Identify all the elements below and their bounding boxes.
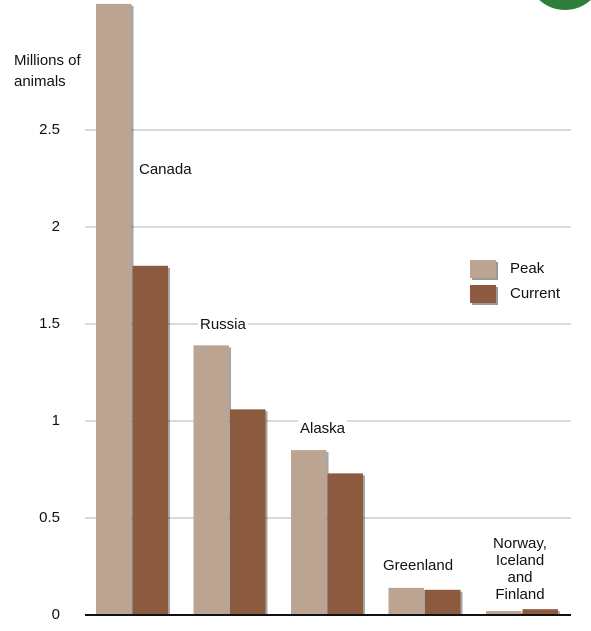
bar [96,3,132,615]
legend-label: Current [510,285,561,302]
category-label: Alaska [298,420,348,437]
bar-shadow [423,589,426,615]
y-tick-label: 1.5 [39,315,60,332]
y-tick-label: 0.5 [39,509,60,526]
category-label: Canada [137,161,194,178]
y-axis-title: Millions of animals [14,52,81,90]
corner-badge [539,0,591,10]
bar [388,587,424,615]
bar-shadow [228,347,231,615]
bar [132,265,168,615]
bar-shadow [167,267,170,615]
bar [486,611,522,615]
bar [327,473,363,615]
bar-shadow [264,411,268,615]
y-tick-label: 2.5 [39,121,60,138]
category-label: Norway, Iceland and Finland [484,535,556,603]
legend-swatch [470,285,496,303]
category-label: Russia [198,316,248,333]
bar [230,409,266,615]
bar-shadow [459,591,463,615]
y-tick-label: 1 [52,412,60,429]
bar [291,450,327,615]
bar-shadow [557,611,560,615]
bar [193,345,229,615]
legend-label: Peak [510,260,545,277]
y-tick-label: 2 [52,218,60,235]
bar-shadow [325,452,329,615]
category-label: Greenland [381,557,456,574]
legend-swatch [470,260,496,278]
y-tick-label: 0 [52,606,60,623]
bar-shadow [130,5,134,615]
bar [522,609,558,615]
bar-shadow [362,475,365,615]
bar [425,589,461,615]
